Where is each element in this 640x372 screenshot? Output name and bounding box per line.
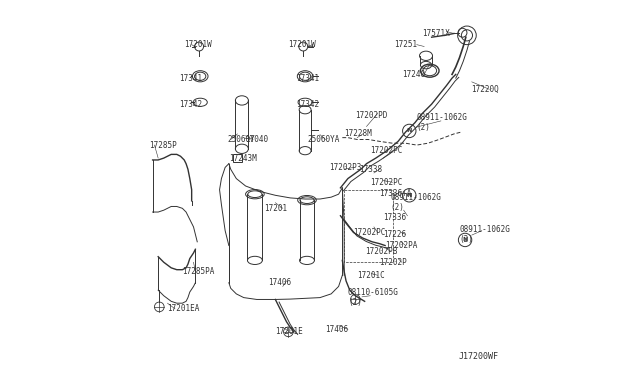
Text: 17202PB: 17202PB xyxy=(365,247,397,256)
Text: 17201W: 17201W xyxy=(184,40,212,49)
Text: 17285P: 17285P xyxy=(150,141,177,150)
Text: N: N xyxy=(462,237,468,243)
Text: 17228M: 17228M xyxy=(344,129,372,138)
Text: 17201EA: 17201EA xyxy=(168,304,200,313)
Text: 17243M: 17243M xyxy=(229,154,257,163)
Text: 17220Q: 17220Q xyxy=(470,85,499,94)
Text: 17336: 17336 xyxy=(383,213,406,222)
Text: 17342: 17342 xyxy=(179,100,202,109)
Text: 17202P: 17202P xyxy=(380,258,407,267)
Text: N: N xyxy=(406,193,412,198)
Text: 08911-1062G
(2): 08911-1062G (2) xyxy=(417,113,468,132)
Text: N: N xyxy=(406,128,412,134)
Text: J17200WF: J17200WF xyxy=(458,352,499,361)
Text: 17201C: 17201C xyxy=(357,271,385,280)
Text: 17341: 17341 xyxy=(179,74,202,83)
Text: 08911-1062G
(2): 08911-1062G (2) xyxy=(460,225,510,244)
Text: 17202PD: 17202PD xyxy=(355,111,388,120)
Text: 17202PC: 17202PC xyxy=(370,146,403,155)
Text: 17201: 17201 xyxy=(264,204,287,213)
Text: 17342: 17342 xyxy=(296,100,319,109)
Text: 08911-1062G
(2): 08911-1062G (2) xyxy=(390,193,442,212)
Text: 25060YA: 25060YA xyxy=(307,135,339,144)
Text: 17226: 17226 xyxy=(383,230,406,239)
Text: 17040: 17040 xyxy=(246,135,269,144)
Text: 17571X: 17571X xyxy=(422,29,450,38)
Text: 17202PC: 17202PC xyxy=(353,228,386,237)
Text: 25060Y: 25060Y xyxy=(227,135,255,144)
Text: 17202PA: 17202PA xyxy=(385,241,417,250)
Text: 17338: 17338 xyxy=(359,165,382,174)
Text: 17201W: 17201W xyxy=(289,40,316,49)
Text: 08110-6105G
(2): 08110-6105G (2) xyxy=(348,288,399,307)
Text: 17336+A: 17336+A xyxy=(380,189,412,198)
Text: 17341: 17341 xyxy=(296,74,319,83)
Text: 17201E: 17201E xyxy=(275,327,303,336)
Text: 17251: 17251 xyxy=(394,40,417,49)
Text: 17240: 17240 xyxy=(402,70,425,79)
Text: 17406: 17406 xyxy=(326,325,349,334)
Text: 17202P3: 17202P3 xyxy=(330,163,362,172)
Text: 17202PC: 17202PC xyxy=(370,178,403,187)
Text: 17406: 17406 xyxy=(268,278,291,287)
Text: 17285PA: 17285PA xyxy=(182,267,215,276)
